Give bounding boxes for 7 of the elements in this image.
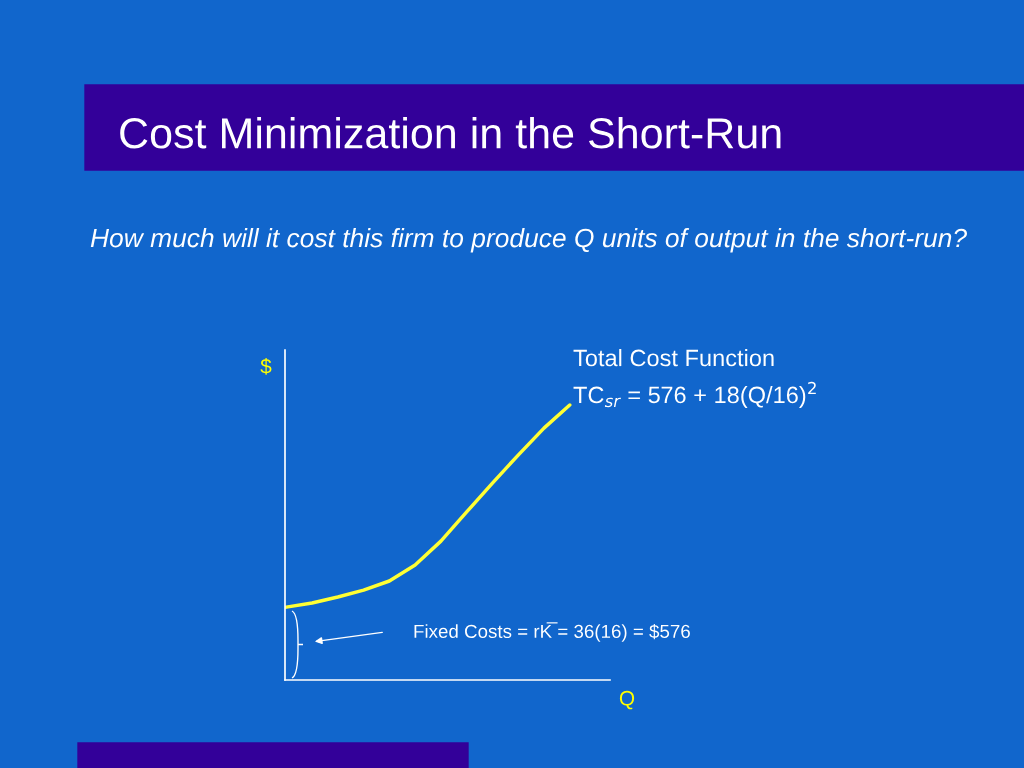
x-axis-title: Q <box>619 690 635 710</box>
annotation: TC$_{sr}$ = 576 + 18(Q/16)$^{2}$ <box>573 381 816 408</box>
text: Total Cost Function <box>573 348 774 367</box>
chart-subtitle: How much will it cost this firm to produce Q units of output in the short-run? <box>90 228 967 253</box>
annotation: Fixed Costs = rK̅ = 36(16) = $576 <box>414 622 690 642</box>
y-axis-title: $ <box>260 357 272 375</box>
chart-title: Cost Minimization in the Short-Run <box>120 116 781 149</box>
